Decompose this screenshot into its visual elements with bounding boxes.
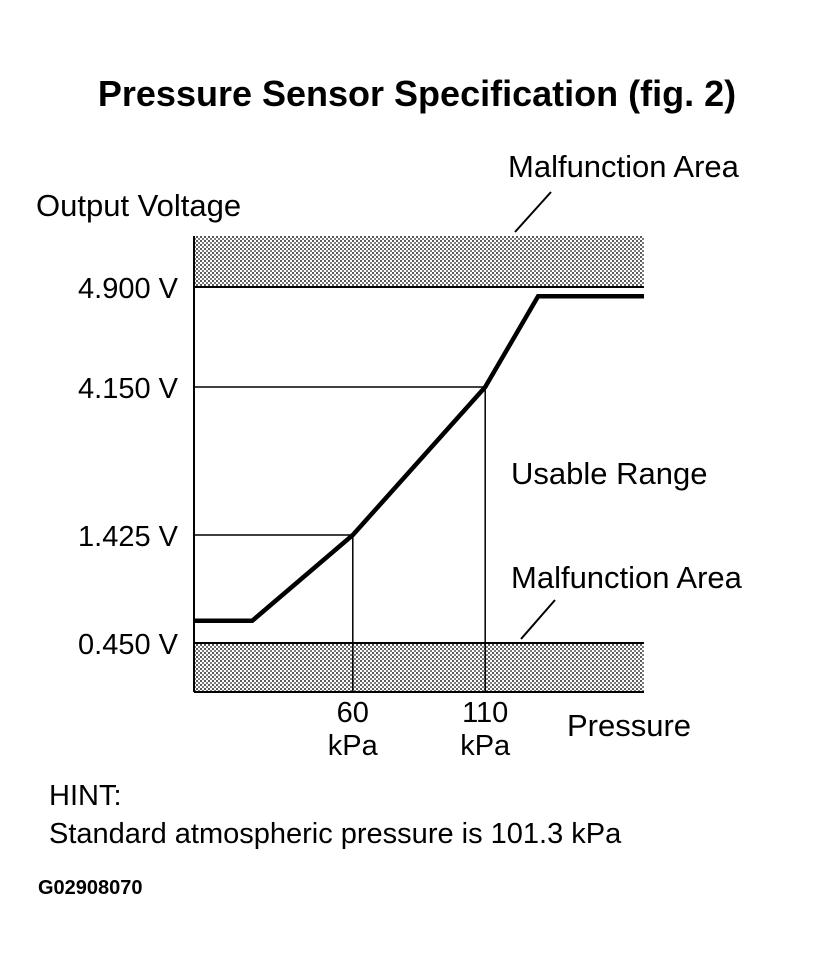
y-tick-label: 4.150 V <box>78 373 179 405</box>
y-tick-label: 4.900 V <box>78 273 179 305</box>
chart-title: Pressure Sensor Specification (fig. 2) <box>98 73 736 114</box>
x-tick-value: 60 <box>337 697 369 729</box>
hint-text: Standard atmospheric pressure is 101.3 k… <box>49 818 622 850</box>
lower-malfunction-label: Malfunction Area <box>511 560 743 595</box>
output-voltage-line <box>194 294 644 624</box>
upper-malfunction-leader <box>514 191 552 233</box>
upper-malfunction-label: Malfunction Area <box>508 149 740 184</box>
y-tick-label: 1.425 V <box>78 521 179 553</box>
lower-malfunction-band <box>194 643 644 692</box>
hint-label: HINT: <box>49 780 122 812</box>
y-tick-label: 0.450 V <box>78 629 179 661</box>
figure-code: G02908070 <box>38 877 143 899</box>
lower-malfunction-leader <box>520 599 556 640</box>
x-tick-unit: kPa <box>328 730 379 762</box>
x-tick-unit: kPa <box>460 730 511 762</box>
x-tick-value: 110 <box>462 697 508 729</box>
y-axis-label: Output Voltage <box>36 188 241 223</box>
x-axis-label: Pressure <box>567 708 691 743</box>
usable-range-label: Usable Range <box>511 456 707 491</box>
upper-malfunction-band <box>194 236 644 287</box>
